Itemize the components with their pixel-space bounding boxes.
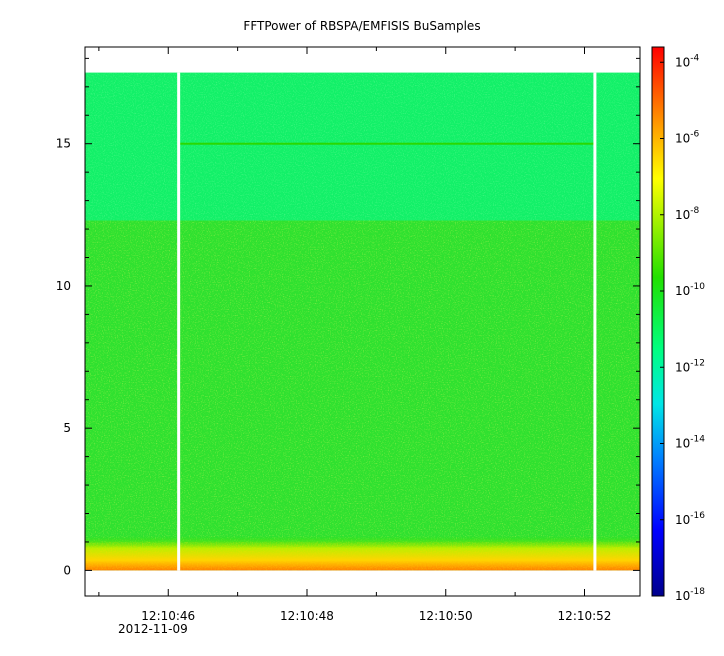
colorbar-tick-label: 10-10 xyxy=(675,282,705,298)
plot-area xyxy=(85,72,640,571)
y-axis: 0 5 10 15 xyxy=(56,57,640,577)
y-tick-label: 5 xyxy=(63,421,71,435)
data-gap-2 xyxy=(593,72,597,571)
middle-band-texture xyxy=(85,220,640,571)
data-gap-1 xyxy=(177,72,181,571)
colorbar-tick-label: 10-12 xyxy=(675,358,705,374)
colorbar-tick-label: 10-6 xyxy=(675,130,700,146)
colorbar-tick-label: 10-18 xyxy=(675,587,705,603)
x-tick-label: 12:10:48 xyxy=(280,609,334,623)
y-tick-label: 0 xyxy=(63,563,71,577)
low-frequency-texture xyxy=(85,542,640,571)
colorbar xyxy=(651,46,665,597)
y-tick-label: 10 xyxy=(56,279,71,293)
colorbar-tick-label: 10-16 xyxy=(675,511,705,527)
x-axis-date-label: 2012-11-09 xyxy=(118,622,188,636)
colorbar-tick-label: 10-4 xyxy=(675,53,700,69)
x-tick-label: 12:10:46 xyxy=(141,609,195,623)
line-at-15 xyxy=(178,142,595,145)
x-axis: 12:10:46 12:10:48 12:10:50 12:10:52 xyxy=(98,47,612,623)
colorbar-axis: 10-4 10-6 10-8 10-10 10-12 10-14 10-16 10-18 xyxy=(660,53,705,603)
chart-title: FFTPower of RBSPA/EMFISIS BuSamples xyxy=(243,19,480,33)
x-tick-label: 12:10:52 xyxy=(558,609,612,623)
colorbar-tick-label: 10-14 xyxy=(675,435,705,451)
plot-frame xyxy=(84,46,641,597)
y-tick-label: 15 xyxy=(56,137,71,151)
x-tick-label: 12:10:50 xyxy=(419,609,473,623)
colorbar-tick-label: 10-8 xyxy=(675,206,700,222)
upper-band-texture xyxy=(85,72,640,221)
